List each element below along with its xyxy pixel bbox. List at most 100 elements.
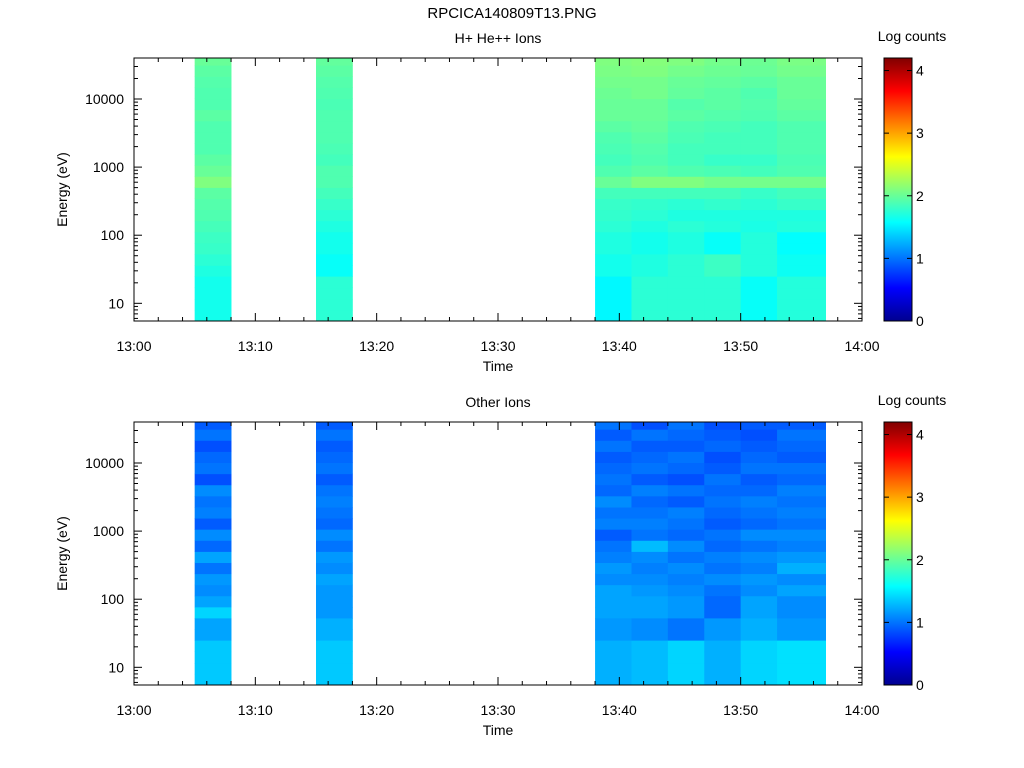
heatmap-cell: [704, 507, 742, 519]
heatmap-cell: [704, 429, 742, 441]
heatmap-cell: [704, 131, 742, 144]
heatmap-cell: [631, 663, 669, 675]
heatmap-cell: [631, 422, 669, 430]
heatmap-cell: [740, 253, 778, 266]
heatmap-cell: [667, 87, 705, 100]
heatmap-cell: [704, 120, 742, 133]
heatmap-cell: [777, 198, 826, 211]
heatmap-cell: [595, 143, 632, 155]
heatmap-cell: [316, 231, 353, 244]
heatmap-cell: [740, 540, 778, 552]
heatmap-cell: [777, 98, 826, 111]
heatmap-cell: [667, 540, 705, 552]
figure-title: RPCICA140809T13.PNG: [427, 5, 597, 22]
heatmap-cell: [777, 673, 826, 686]
heatmap-cell: [704, 265, 742, 277]
heatmap-cell: [595, 484, 632, 497]
heatmap-cell: [777, 154, 826, 166]
x-tick-label: 14:00: [844, 702, 879, 718]
heatmap-cell: [740, 562, 778, 575]
heatmap-cell: [740, 573, 778, 586]
heatmap-cell: [316, 120, 353, 133]
heatmap-cell: [740, 143, 778, 155]
heatmap-cell: [704, 276, 742, 289]
heatmap-cell: [667, 651, 705, 664]
heatmap-cell: [316, 165, 353, 177]
heatmap-cell: [704, 231, 742, 244]
heatmap-cell: [631, 473, 669, 486]
heatmap-cell: [316, 518, 353, 530]
heatmap-cell: [740, 65, 778, 77]
heatmap-cell: [194, 584, 232, 597]
heatmap-cell: [667, 606, 705, 619]
heatmap-cell: [740, 231, 778, 244]
heatmap-cell: [704, 540, 742, 552]
heatmap-cell: [316, 187, 353, 199]
heatmap-cell: [194, 253, 232, 266]
x-tick-label: 13:40: [602, 338, 637, 354]
colorbar-tick-label: 3: [916, 125, 924, 141]
heatmap-cell: [740, 187, 778, 199]
heatmap-cell: [595, 231, 632, 244]
heatmap-cell: [740, 165, 778, 177]
heatmap-cell: [316, 143, 353, 155]
heatmap-cell: [704, 109, 742, 122]
heatmap-cell: [194, 287, 232, 300]
heatmap-cell: [316, 220, 353, 233]
y-tick-label: 100: [101, 227, 125, 243]
heatmap-cell: [316, 562, 353, 575]
heatmap-cell: [595, 440, 632, 452]
heatmap-cell: [194, 495, 232, 508]
heatmap-cell: [595, 220, 632, 233]
heatmap-cell: [194, 462, 232, 475]
y-tick-label: 1000: [93, 159, 124, 175]
heatmap-cell: [740, 473, 778, 486]
x-tick-label: 13:10: [238, 702, 273, 718]
heatmap-cell: [704, 595, 742, 608]
heatmap-cell: [704, 98, 742, 111]
heatmap-cell: [595, 422, 632, 430]
x-tick-label: 13:00: [116, 338, 151, 354]
heatmap-cell: [704, 495, 742, 508]
heatmap-cell: [595, 673, 632, 686]
heatmap-cell: [777, 65, 826, 77]
colorbar-tick-label: 4: [916, 63, 924, 79]
heatmap-cell: [777, 299, 826, 311]
heatmap-cell: [194, 220, 232, 233]
heatmap-cell: [667, 518, 705, 530]
heatmap-cell: [777, 640, 826, 653]
heatmap-cell: [740, 551, 778, 563]
heatmap-cell: [740, 663, 778, 675]
heatmap-cell: [777, 165, 826, 177]
y-tick-label: 10: [108, 659, 124, 675]
heatmap-cell: [316, 663, 353, 675]
heatmap-cell: [740, 518, 778, 530]
heatmap-cell: [194, 551, 232, 563]
heatmap-cell: [316, 242, 353, 255]
heatmap-cell: [667, 154, 705, 166]
heatmap-cell: [595, 617, 632, 630]
heatmap-cell: [631, 176, 669, 188]
heatmap-cell: [667, 58, 705, 66]
heatmap-cell: [194, 484, 232, 497]
x-axis-label: Time: [483, 358, 514, 374]
heatmap-cell: [631, 562, 669, 575]
heatmap-cell: [631, 551, 669, 563]
heatmap-cell: [595, 131, 632, 144]
heatmap-cell: [194, 58, 232, 66]
heatmap-cell: [194, 540, 232, 552]
x-tick-label: 13:30: [480, 702, 515, 718]
heatmap-cell: [595, 276, 632, 289]
heatmap-cell: [667, 109, 705, 122]
heatmap-cell: [631, 131, 669, 144]
heatmap-cell: [194, 422, 232, 430]
heatmap-cell: [704, 176, 742, 188]
heatmap-cell: [595, 551, 632, 563]
heatmap-cell: [667, 131, 705, 144]
heatmap-cell: [316, 65, 353, 77]
heatmap-cell: [194, 120, 232, 133]
heatmap-cell: [194, 87, 232, 100]
heatmap-cell: [595, 595, 632, 608]
heatmap-cell: [740, 651, 778, 664]
heatmap-cell: [740, 673, 778, 686]
